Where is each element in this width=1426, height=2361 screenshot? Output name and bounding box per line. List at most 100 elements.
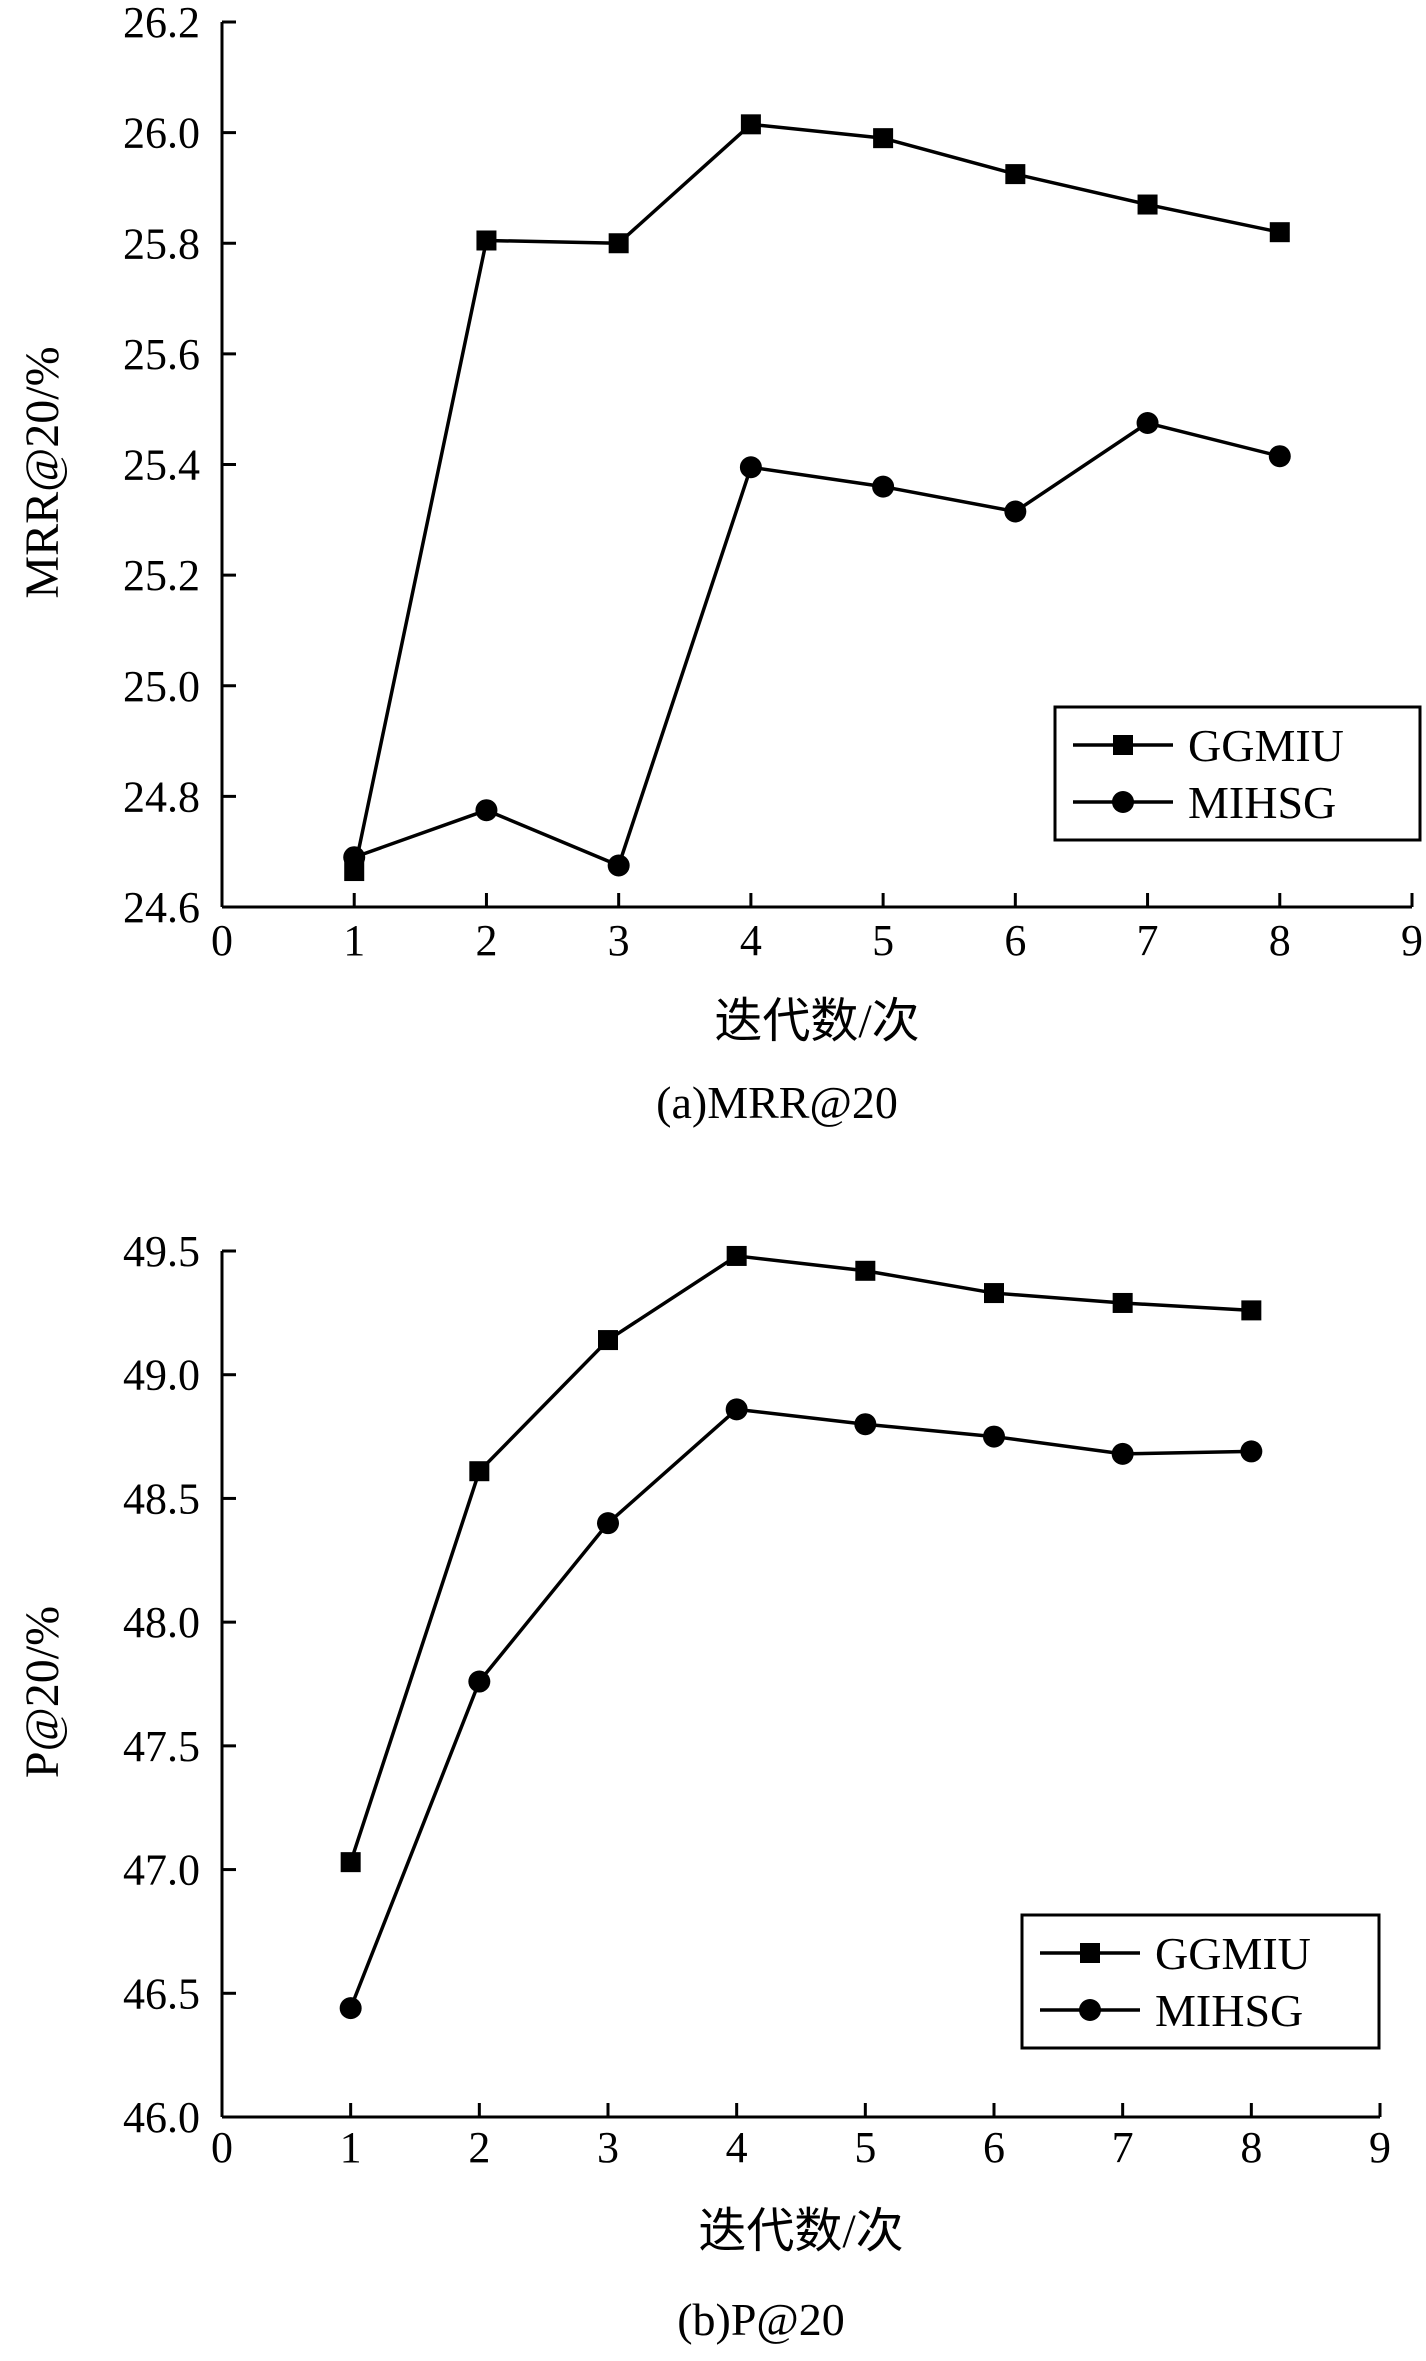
y-tick-label: 25.2 [123, 551, 200, 600]
legend-item-mihsg: MIHSG [1073, 777, 1336, 828]
x-tick-label: 8 [1240, 2123, 1262, 2172]
data-point-ggmiu [1112, 1292, 1133, 1313]
chart-panel-1: 0 1 2 3 4 5 6 7 8 9 24.6 24.8 25.0 25.2 25.4 25.6 25.8 26… [16, 0, 1423, 1128]
data-point-mihsg [1136, 412, 1159, 435]
y-tick-label: 25.0 [123, 662, 200, 711]
y-tick-label: 46.5 [123, 1969, 200, 2018]
y-tick-label: 25.6 [123, 330, 200, 379]
chart-caption: (a)MRR@20 [656, 1077, 898, 1128]
data-point-ggmiu [340, 1852, 361, 1873]
series-line-ggmiu [349, 1254, 1252, 1863]
y-tick-label: 47.0 [123, 1846, 200, 1895]
y-tick-label: 26.0 [123, 109, 200, 158]
y-axis-title: P@20/% [16, 1606, 69, 1778]
legend-item-ggmiu: GGMIU [1040, 1928, 1311, 1979]
data-point-mihsg [872, 475, 895, 498]
data-point-mihsg [983, 1425, 1005, 1448]
chart-caption: (b)P@20 [677, 2294, 845, 2345]
legend-box [1053, 705, 1422, 842]
data-point-mihsg [597, 1512, 619, 1535]
data-point-mihsg [468, 1670, 491, 1693]
data-point-mihsg [607, 854, 630, 877]
legend-marker [1079, 1999, 1101, 2021]
data-point-mihsg [343, 846, 366, 869]
y-tick-label: 24.8 [123, 772, 200, 821]
data-point-mihsg [1004, 500, 1027, 523]
data-point-ggmiu [598, 1330, 618, 1351]
series-line-ggmiu [352, 122, 1281, 872]
legend-marker [1112, 791, 1134, 813]
legend-box [1020, 1913, 1381, 2050]
legend-item-ggmiu: GGMIU [1073, 720, 1344, 771]
data-point-ggmiu [1005, 164, 1026, 185]
legend-label: MIHSG [1188, 777, 1336, 828]
data-point-ggmiu [476, 230, 497, 251]
x-tick-label: 4 [740, 916, 762, 965]
x-tick-label: 1 [343, 916, 365, 965]
data-point-ggmiu [740, 114, 761, 135]
data-point-ggmiu [984, 1283, 1004, 1304]
legend-label: GGMIU [1188, 720, 1344, 771]
x-axis-title: 迭代数/次 [698, 2205, 903, 2258]
legend-label: MIHSG [1155, 1985, 1303, 2036]
x-tick-label: 8 [1269, 916, 1291, 965]
y-tick-label: 26.2 [123, 0, 200, 47]
x-tick-label: 6 [1004, 916, 1026, 965]
x-tick-label: 0 [211, 916, 233, 965]
y-tick-label: 49.5 [123, 1227, 200, 1276]
y-axis-title: MRR@20/% [16, 346, 69, 598]
data-point-mihsg [739, 456, 762, 479]
data-point-ggmiu [1241, 1300, 1262, 1321]
x-tick-label: 2 [475, 916, 497, 965]
series-line-mihsg [353, 421, 1281, 868]
data-point-ggmiu [726, 1245, 747, 1266]
x-tick-label: 1 [340, 2123, 362, 2172]
legend-item-mihsg: MIHSG [1040, 1985, 1303, 2036]
data-point-ggmiu [469, 1461, 490, 1482]
x-tick-label: 4 [726, 2123, 748, 2172]
x-tick-label: 9 [1369, 2123, 1391, 2172]
legend: GGMIU MIHSG [1053, 705, 1422, 842]
data-point-ggmiu [608, 233, 629, 254]
legend-marker [1113, 735, 1133, 755]
data-point-mihsg [1268, 445, 1291, 468]
x-tick-label: 6 [983, 2123, 1005, 2172]
y-tick-label: 25.8 [123, 219, 200, 268]
chart-panel-2: 0 1 2 3 4 5 6 7 8 9 46.0 46.5 47.0 47.5 48.0 48.5 49.0 49… [16, 1227, 1391, 2345]
x-tick-label: 7 [1137, 916, 1159, 965]
x-tick-label: 7 [1112, 2123, 1134, 2172]
data-point-mihsg [1111, 1442, 1134, 1465]
y-tick-label: 24.6 [123, 883, 200, 932]
legend-marker [1080, 1943, 1100, 1963]
data-point-ggmiu [855, 1260, 876, 1281]
y-tick-label: 25.4 [123, 441, 200, 490]
data-point-mihsg [339, 1997, 362, 2020]
x-tick-label: 0 [211, 2123, 233, 2172]
x-axis-title: 迭代数/次 [714, 995, 919, 1048]
data-point-mihsg [475, 799, 498, 822]
legend: GGMIU MIHSG [1020, 1913, 1381, 2050]
series-ggmiu [340, 1245, 1262, 1873]
y-tick-label: 48.5 [123, 1474, 200, 1523]
x-tick-label: 5 [854, 2123, 876, 2172]
x-tick-label: 9 [1401, 916, 1423, 965]
x-tick-label: 3 [597, 2123, 619, 2172]
data-point-mihsg [854, 1413, 877, 1436]
x-tick-label: 3 [608, 916, 630, 965]
data-point-ggmiu [873, 128, 894, 149]
series-line-mihsg [349, 1407, 1252, 2009]
x-tick-label: 5 [872, 916, 894, 965]
series-mihsg [343, 412, 1291, 877]
legend-label: GGMIU [1155, 1928, 1311, 1979]
y-tick-label: 49.0 [123, 1351, 200, 1400]
y-tick-label: 48.0 [123, 1598, 200, 1647]
data-point-ggmiu [1269, 222, 1290, 243]
data-point-mihsg [725, 1398, 748, 1421]
y-tick-label: 46.0 [123, 2093, 200, 2142]
data-point-ggmiu [1137, 194, 1158, 215]
data-point-mihsg [1240, 1440, 1263, 1463]
y-tick-label: 47.5 [123, 1722, 200, 1771]
series-mihsg [339, 1398, 1263, 2020]
x-tick-label: 2 [468, 2123, 490, 2172]
